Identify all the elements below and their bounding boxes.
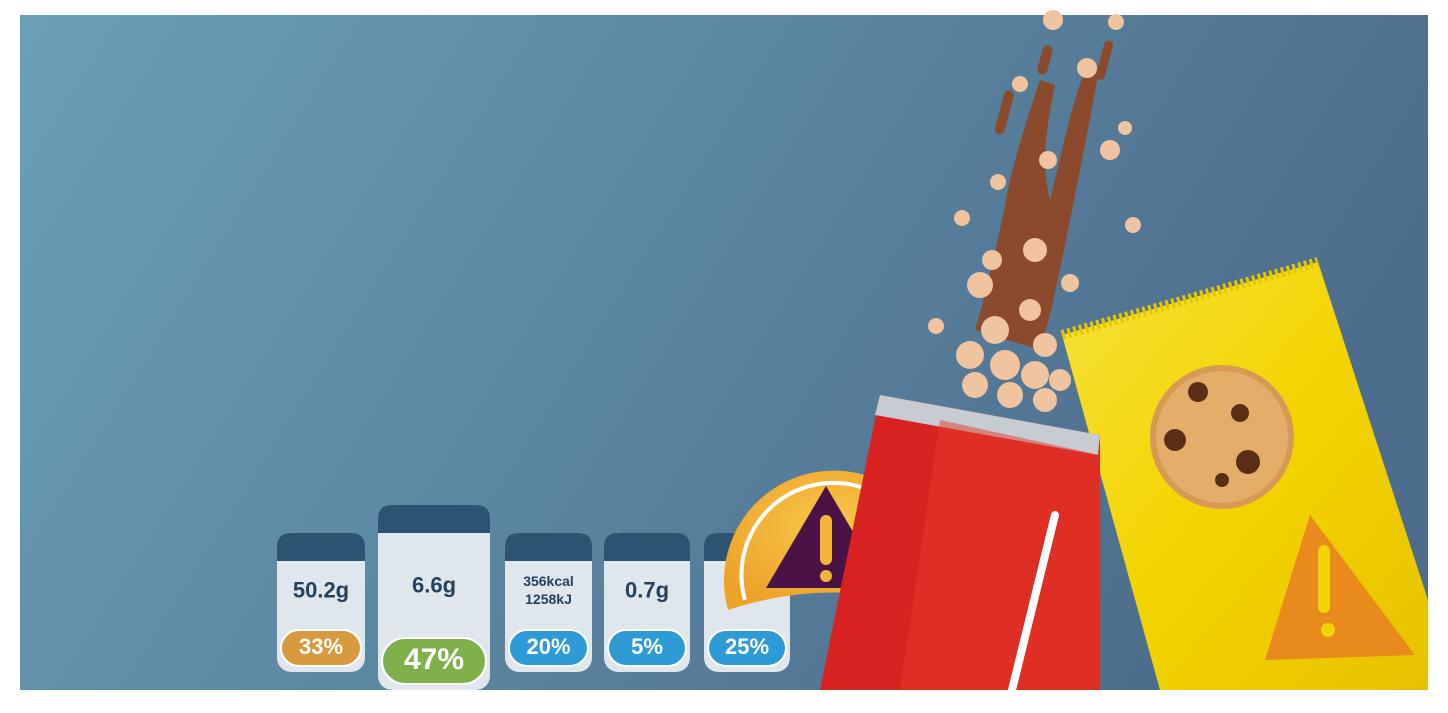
label-amount: 0.7g — [625, 577, 669, 602]
bubbles — [928, 10, 1141, 412]
nutrition-label: 356kcal 1258kJ 20% — [505, 533, 592, 672]
soda-can — [820, 395, 1100, 694]
label-percent-pill — [707, 629, 787, 667]
label-amount: 50.2g — [293, 577, 349, 602]
nutrition-label: 50.2g 33% — [277, 533, 365, 672]
label-percent: 33% — [299, 634, 343, 659]
nutrition-label: 6.6g 47% — [378, 505, 490, 690]
label-cap — [378, 505, 490, 533]
nutrition-label: 0.7g 5% — [604, 533, 690, 672]
label-percent-pill — [607, 629, 687, 667]
label-amount-line: 356kcal — [523, 573, 574, 589]
label-percent-pill — [508, 629, 589, 667]
label-percent-pill — [381, 637, 487, 685]
label-cap — [277, 533, 365, 561]
label-percent: 25% — [725, 634, 769, 659]
snack-bag — [1060, 257, 1428, 690]
label-percent-pill — [280, 629, 362, 667]
label-percent: 47% — [404, 643, 464, 676]
label-amount-line: 1258kJ — [525, 591, 572, 607]
label-percent: 20% — [526, 634, 570, 659]
label-percent: 5% — [631, 634, 663, 659]
bag-warning — [1265, 515, 1415, 660]
soda-stream — [975, 40, 1114, 350]
label-cap — [604, 533, 690, 561]
label-amount: 6.6g — [412, 572, 456, 597]
label-cap — [505, 533, 592, 561]
